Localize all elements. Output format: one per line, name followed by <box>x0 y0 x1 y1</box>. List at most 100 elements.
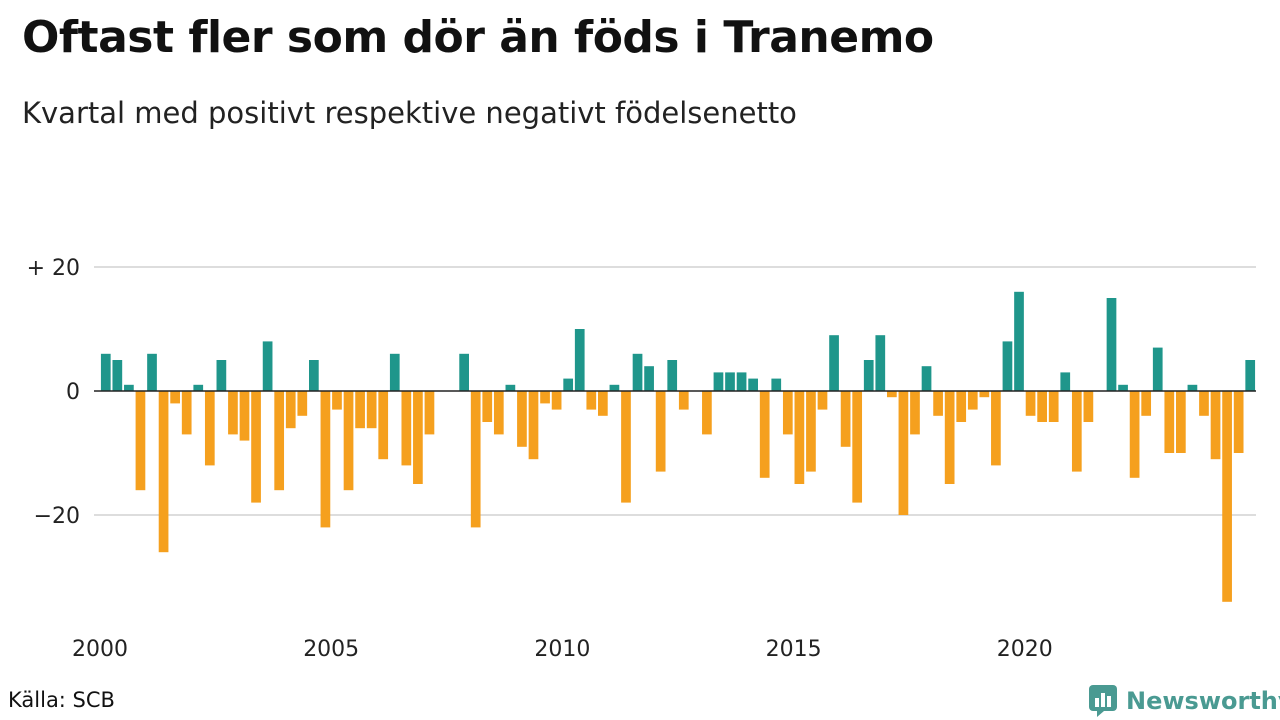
bar-positive <box>1245 360 1256 391</box>
bar-negative <box>551 391 562 410</box>
bar-negative <box>1071 391 1082 472</box>
bar-negative <box>1164 391 1175 453</box>
bar-negative <box>540 391 550 404</box>
bar-positive <box>505 384 516 391</box>
bar-positive <box>100 353 111 391</box>
bar-negative <box>378 391 389 460</box>
bar-positive <box>1014 291 1024 391</box>
bar-negative <box>782 391 793 435</box>
bar-positive <box>1002 341 1013 391</box>
bar-positive <box>875 335 886 391</box>
bar-negative <box>1176 391 1186 453</box>
bar-negative <box>251 391 261 503</box>
bar-positive <box>216 360 227 391</box>
bar-negative <box>204 391 215 466</box>
bar-positive <box>459 353 469 391</box>
bar-negative <box>343 391 354 491</box>
bar-positive <box>1187 384 1198 391</box>
bar-negative <box>967 391 978 410</box>
bar-negative <box>806 391 816 472</box>
bar-negative <box>621 391 631 503</box>
chart-title: Oftast fler som dör än föds i Tranemo <box>22 12 934 63</box>
bar-positive <box>309 360 319 391</box>
bar-positive <box>112 360 123 391</box>
bar-positive <box>193 384 204 391</box>
bar-negative <box>401 391 412 466</box>
bar-positive <box>713 372 724 391</box>
bar-positive <box>1152 347 1163 391</box>
bar-negative <box>852 391 863 503</box>
bar-negative <box>1048 391 1059 422</box>
x-tick-label: 2015 <box>766 637 822 662</box>
bar-positive <box>147 353 157 391</box>
x-axis-ticks: 2000 2005 2010 2015 2020 <box>72 637 1053 662</box>
bar-positive <box>389 353 400 391</box>
bar-positive <box>609 384 620 391</box>
bar-negative <box>158 391 169 553</box>
grid-lines <box>94 266 1256 516</box>
bar-positive <box>1060 372 1071 391</box>
bar-negative <box>1222 391 1232 602</box>
bar-negative <box>887 391 897 398</box>
x-tick-label: 2020 <box>997 637 1053 662</box>
bar-negative <box>678 391 689 410</box>
newsworthy-logo[interactable]: Newsworthy <box>1088 684 1280 718</box>
bar-negative <box>1037 391 1047 422</box>
source-note: Källa: SCB <box>8 688 115 712</box>
bar-positive <box>124 384 134 391</box>
bar-positive <box>863 360 874 391</box>
bar-positive <box>574 329 585 391</box>
bar-negative <box>655 391 666 472</box>
bar-negative <box>366 391 377 429</box>
bar-positive <box>736 372 747 391</box>
bar-negative <box>1083 391 1094 422</box>
bar-negative <box>944 391 955 484</box>
bar-negative <box>1233 391 1244 453</box>
bar-negative <box>1199 391 1209 416</box>
bar-negative <box>933 391 943 416</box>
bar-chart-speech-bubble-icon <box>1089 685 1117 717</box>
bar-positive <box>921 366 932 391</box>
bar-positive <box>1118 384 1128 391</box>
bar-negative <box>170 391 180 404</box>
bar-positive <box>667 360 678 391</box>
chart-subtitle: Kvartal med positivt respektive negativt… <box>22 96 797 130</box>
bar-negative <box>1210 391 1221 460</box>
y-axis-ticks: + 20 0 −20 <box>27 256 80 529</box>
bar-positive <box>262 341 273 391</box>
bar-negative <box>991 391 1001 466</box>
bar-positive <box>1106 298 1117 391</box>
bar-negative <box>840 391 851 447</box>
bar-negative <box>470 391 481 528</box>
bar-negative <box>528 391 539 460</box>
bar-positive <box>563 378 574 391</box>
bar-negative <box>759 391 770 478</box>
bar-negative <box>355 391 365 429</box>
bar-negative <box>297 391 308 416</box>
bar-negative <box>586 391 597 410</box>
bar-negative <box>285 391 296 429</box>
bar-positive <box>725 372 735 391</box>
bar-negative <box>135 391 146 491</box>
bar-negative <box>598 391 608 416</box>
bar-positive <box>748 378 758 391</box>
bar-negative <box>1129 391 1140 478</box>
bar-negative <box>239 391 250 441</box>
bar-negative <box>898 391 909 515</box>
bar-negative <box>794 391 805 484</box>
bar-negative <box>332 391 342 410</box>
bar-negative <box>181 391 192 435</box>
x-tick-label: 2000 <box>72 637 128 662</box>
bar-negative <box>482 391 493 422</box>
bar-negative <box>228 391 238 435</box>
bar-negative <box>424 391 435 435</box>
bar-positive <box>644 366 654 391</box>
bars <box>100 291 1256 602</box>
bar-negative <box>413 391 423 484</box>
bar-negative <box>493 391 504 435</box>
bar-positive <box>771 378 782 391</box>
y-tick-label: −20 <box>34 504 80 529</box>
y-tick-label: + 20 <box>27 256 80 281</box>
brand-name: Newsworthy <box>1126 687 1280 715</box>
